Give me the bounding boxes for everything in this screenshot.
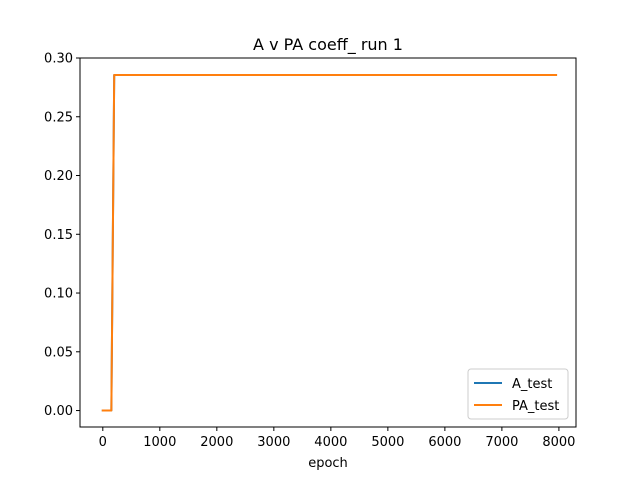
y-tick-label: 0.10 [44,287,73,302]
y-tick-label: 0.05 [44,345,73,360]
series-line-a-test [101,74,558,412]
x-tick-label: 5000 [371,435,404,450]
y-tick-label: 0.30 [44,52,73,67]
legend-label: PA_test [512,399,559,414]
x-tick-label: 3000 [257,435,290,450]
legend: A_test PA_test [467,368,569,420]
y-tick-label: 0.00 [44,404,73,419]
x-axis-label: epoch [308,456,348,471]
y-tick-label: 0.25 [44,110,73,125]
series-layer [101,74,558,412]
x-tick-label: 2000 [200,435,233,450]
legend-box [467,368,569,420]
series-line-pa-test [101,74,558,412]
y-tick-label: 0.15 [44,228,73,243]
x-tick-label: 8000 [542,435,575,450]
chart-title: A v PA coeff_ run 1 [253,35,403,55]
x-axis: 0 1000 2000 3000 4000 5000 6000 7000 8000 [99,427,575,450]
plot-frame [79,57,577,428]
x-tick-label: 4000 [314,435,347,450]
x-tick-label: 6000 [428,435,461,450]
legend-label: A_test [512,377,552,392]
x-tick-label: 1000 [143,435,176,450]
y-tick-label: 0.20 [44,169,73,184]
x-tick-label: 0 [99,435,107,450]
x-tick-label: 7000 [485,435,518,450]
y-axis: 0.00 0.05 0.10 0.15 0.20 0.25 0.30 [44,52,80,419]
